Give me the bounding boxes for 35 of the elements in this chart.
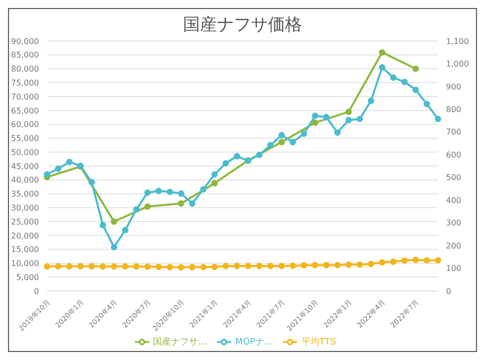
y2-tick-label: 900 — [446, 82, 462, 92]
y-tick-label: 80,000 — [11, 64, 39, 74]
y-tick-label: 65,000 — [11, 106, 39, 116]
y-tick-label: 30,000 — [11, 204, 39, 213]
y-tick-label: 90,000 — [11, 36, 39, 46]
y-tick-label: 10,000 — [11, 259, 39, 268]
y-tick-label: 0 — [34, 286, 39, 296]
y2-tick-label: 0 — [446, 286, 452, 296]
y2-tick-label: 800 — [446, 105, 462, 114]
y-tick-label: 15,000 — [11, 245, 39, 254]
y-tick-label: 55,000 — [11, 134, 39, 144]
y-tick-label: 40,000 — [11, 176, 39, 185]
y-tick-label: 25,000 — [11, 217, 39, 226]
y2-tick-label: 600 — [446, 150, 462, 160]
y-tick-label: 20,000 — [11, 231, 39, 240]
chart-title: 国産ナフサ価格 — [182, 14, 303, 37]
y-tick-label: 70,000 — [11, 92, 39, 102]
y-tick-label: 85,000 — [11, 50, 39, 60]
y2-tick-label: 100 — [446, 264, 462, 274]
y2-tick-label: 1,000 — [446, 60, 469, 69]
y-tick-label: 75,000 — [11, 78, 39, 88]
y2-tick-label: 700 — [446, 128, 462, 137]
legend-label: 平均TTS — [301, 337, 336, 348]
y-tick-label: 5,000 — [16, 272, 39, 282]
y2-tick-label: 400 — [446, 196, 462, 205]
y-tick-label: 60,000 — [11, 120, 39, 130]
y-tick-label: 45,000 — [11, 162, 39, 171]
y2-tick-label: 300 — [446, 218, 462, 228]
legend-label: 国産ナフサ… — [153, 337, 208, 348]
y-tick-label: 50,000 — [11, 148, 39, 157]
y2-tick-label: 1,100 — [446, 36, 469, 46]
legend-label: MOPナ… — [235, 337, 274, 348]
y2-tick-label: 500 — [446, 173, 462, 182]
y-tick-label: 35,000 — [11, 190, 39, 199]
y2-tick-label: 200 — [446, 241, 462, 250]
